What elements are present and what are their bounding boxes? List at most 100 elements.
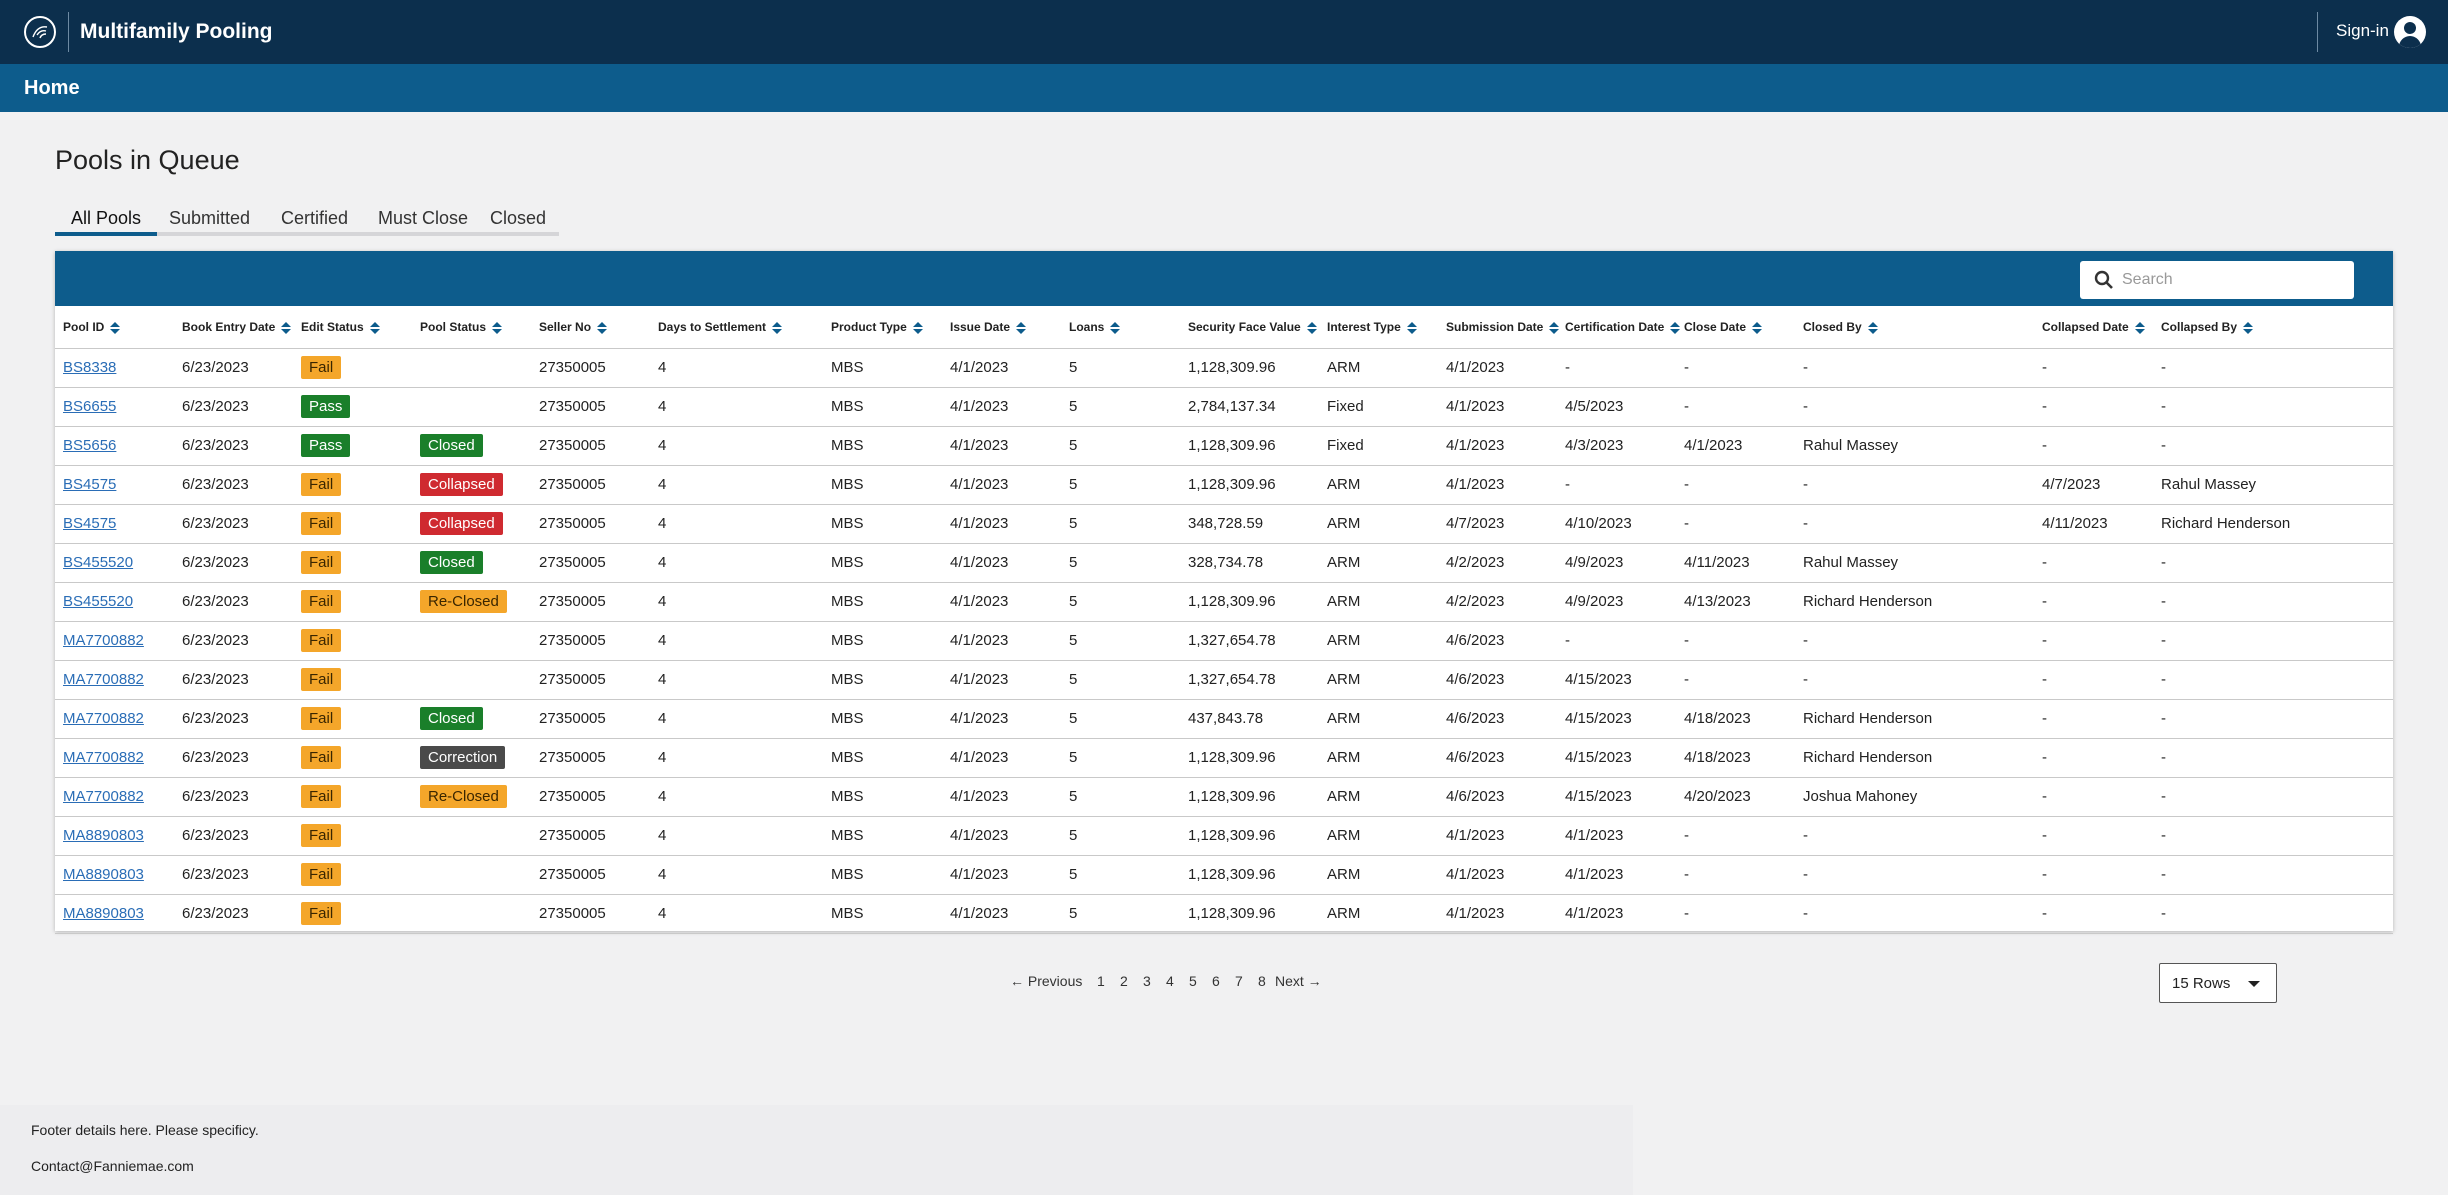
sort-icon[interactable] xyxy=(1549,321,1560,334)
table-cell: 27350005 xyxy=(531,582,650,622)
pool-id-link[interactable]: BS6655 xyxy=(63,398,117,415)
rows-per-page-select[interactable]: 15 Rows xyxy=(2159,963,2277,1003)
pool-id-link[interactable]: MA8890803 xyxy=(63,866,144,883)
cell-value: 4 xyxy=(658,632,667,649)
page-3-link[interactable]: 3 xyxy=(1143,973,1151,989)
pool-id-link[interactable]: BS455520 xyxy=(63,554,134,571)
table-cell: 4 xyxy=(650,738,823,778)
sort-icon[interactable] xyxy=(110,321,121,334)
cell-value: 2,784,137.34 xyxy=(1188,398,1276,415)
column-header[interactable]: Submission Date xyxy=(1438,306,1560,349)
cell-value: Rahul Massey xyxy=(2161,476,2257,493)
pool-id-link[interactable]: MA7700882 xyxy=(63,749,144,766)
page-4-link[interactable]: 4 xyxy=(1166,973,1174,989)
cell-value: - xyxy=(2161,749,2166,766)
pool-id-link[interactable]: BS455520 xyxy=(63,593,134,610)
column-header[interactable]: Edit Status xyxy=(293,306,412,349)
column-header[interactable]: Product Type xyxy=(823,306,942,349)
edit-status-badge: Fail xyxy=(301,746,342,769)
table-cell: ARM xyxy=(1319,543,1438,583)
column-header[interactable]: Pool ID xyxy=(55,306,174,349)
column-header[interactable]: Days to Settlement xyxy=(650,306,823,349)
table-cell: 27350005 xyxy=(531,621,650,661)
sort-icon[interactable] xyxy=(1752,321,1763,334)
sign-in-link[interactable]: Sign-in xyxy=(2336,21,2389,40)
cell-value: ARM xyxy=(1327,554,1361,571)
pool-id-link[interactable]: MA8890803 xyxy=(63,827,144,844)
table-cell: - xyxy=(1795,387,2034,427)
table-cell: Richard Henderson xyxy=(1795,582,2034,622)
sort-icon[interactable] xyxy=(1670,321,1681,334)
sort-icon[interactable] xyxy=(1016,321,1027,334)
sort-icon[interactable] xyxy=(912,321,923,334)
cell-value: 4/1/2023 xyxy=(1446,359,1505,376)
pool-id-link[interactable]: MA7700882 xyxy=(63,788,144,805)
page-6-link[interactable]: 6 xyxy=(1212,973,1220,989)
search-box[interactable] xyxy=(2080,261,2354,299)
column-header[interactable]: Interest Type xyxy=(1319,306,1438,349)
column-header[interactable]: Book Entry Date xyxy=(174,306,293,349)
sort-icon[interactable] xyxy=(2243,321,2254,334)
column-header[interactable]: Issue Date xyxy=(942,306,1061,349)
table-cell: - xyxy=(2034,348,2153,388)
cell-value: 5 xyxy=(1069,671,1078,688)
next-page-button[interactable]: Next → xyxy=(1275,973,1322,989)
column-header-label: Edit Status xyxy=(301,319,364,334)
table-cell: MBS xyxy=(823,855,942,895)
sort-icon[interactable] xyxy=(1306,321,1317,334)
tab-closed[interactable]: Closed xyxy=(490,208,547,228)
logo-icon[interactable] xyxy=(24,16,56,48)
column-header[interactable]: Closed By xyxy=(1795,306,2034,349)
page-5-link[interactable]: 5 xyxy=(1189,973,1197,989)
pool-id-link[interactable]: BS8338 xyxy=(63,359,117,376)
pool-id-link[interactable]: MA8890803 xyxy=(63,905,144,922)
column-header[interactable]: Loans xyxy=(1061,306,1180,349)
table-cell: 5 xyxy=(1061,543,1180,583)
previous-page-button[interactable]: ← Previous xyxy=(1010,973,1083,989)
column-header[interactable]: Certification Date xyxy=(1557,306,1681,349)
column-header[interactable]: Security Face Value xyxy=(1180,306,1319,349)
cell-value: 5 xyxy=(1069,437,1078,454)
tab-certified[interactable]: Certified xyxy=(281,208,349,228)
sort-icon[interactable] xyxy=(597,321,608,334)
footer-contact[interactable]: Contact@Fanniemae.com xyxy=(31,1158,194,1174)
sort-icon[interactable] xyxy=(1406,321,1417,334)
cell-value: 6/23/2023 xyxy=(182,710,249,727)
footer: Footer details here. Please specificy. C… xyxy=(0,1105,1633,1195)
cell-value: 4/1/2023 xyxy=(950,827,1009,844)
tab-all-pools[interactable]: All Pools xyxy=(55,206,158,236)
user-avatar-icon[interactable] xyxy=(2394,16,2426,48)
column-header[interactable]: Collapsed Date xyxy=(2034,306,2153,349)
page-1-link[interactable]: 1 xyxy=(1097,973,1105,989)
tab-must-close[interactable]: Must Close xyxy=(378,208,469,228)
sort-icon[interactable] xyxy=(1867,321,1878,334)
search-input[interactable] xyxy=(2122,265,2342,295)
column-header[interactable]: Seller No xyxy=(531,306,650,349)
table-cell: - xyxy=(2034,699,2153,739)
column-header[interactable]: Pool Status xyxy=(412,306,531,349)
pool-id-link[interactable]: BS4575 xyxy=(63,476,117,493)
pool-id-link[interactable]: BS4575 xyxy=(63,515,117,532)
page-8-link[interactable]: 8 xyxy=(1258,973,1266,989)
pool-id-link[interactable]: MA7700882 xyxy=(63,710,144,727)
sort-icon[interactable] xyxy=(772,321,783,334)
table-cell: Joshua Mahoney xyxy=(1795,777,2034,817)
table-cell: 27350005 xyxy=(531,816,650,856)
pool-id-link[interactable]: MA7700882 xyxy=(63,671,144,688)
sort-icon[interactable] xyxy=(281,321,292,334)
cell-value: 4/1/2023 xyxy=(950,554,1009,571)
sort-icon[interactable] xyxy=(492,321,503,334)
pool-id-link[interactable]: MA7700882 xyxy=(63,632,144,649)
pool-id-link[interactable]: BS5656 xyxy=(63,437,117,454)
home-link[interactable]: Home xyxy=(24,77,80,99)
sort-icon[interactable] xyxy=(1110,321,1121,334)
edit-status-badge: Fail xyxy=(301,785,342,808)
column-header[interactable]: Close Date xyxy=(1676,306,1795,349)
sort-icon[interactable] xyxy=(2134,321,2145,334)
page-7-link[interactable]: 7 xyxy=(1235,973,1243,989)
page-2-link[interactable]: 2 xyxy=(1120,973,1128,989)
tab-submitted[interactable]: Submitted xyxy=(169,208,251,228)
sort-icon[interactable] xyxy=(369,321,380,334)
column-header[interactable]: Collapsed By xyxy=(2153,306,2393,349)
cell-value: 4/1/2023 xyxy=(950,905,1009,922)
